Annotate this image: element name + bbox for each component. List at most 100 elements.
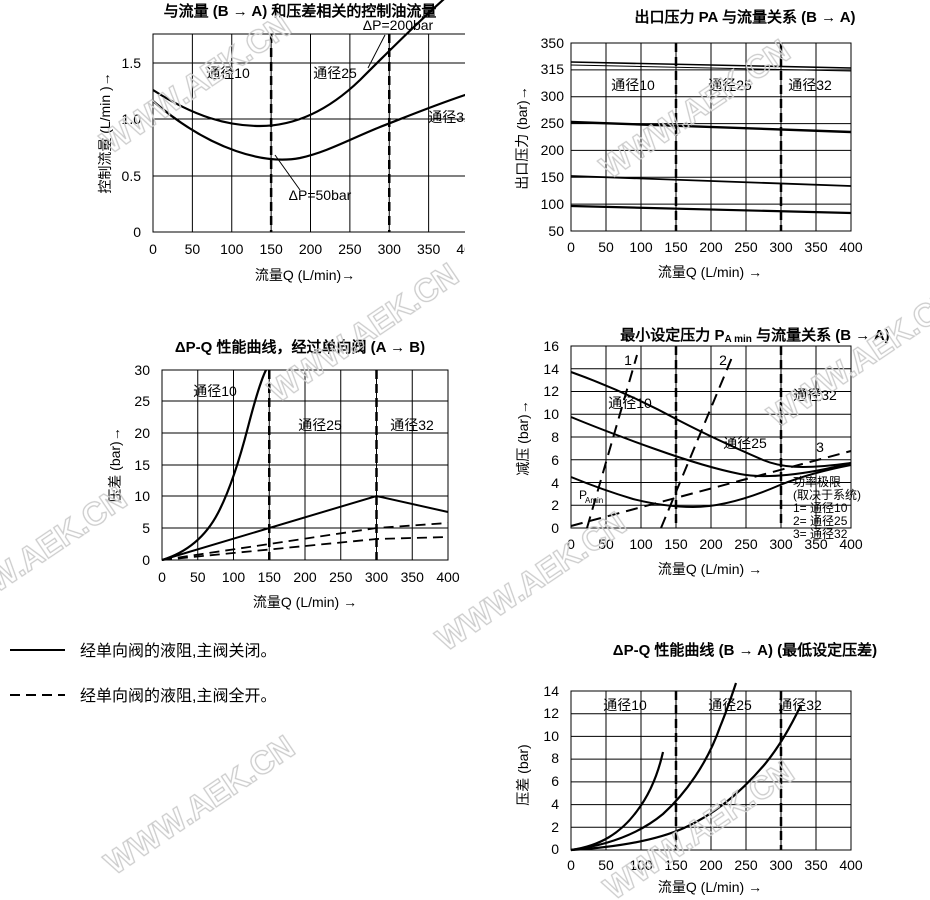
svg-text:ΔP-Q 性能曲线，经过单向阀 (A → B): ΔP-Q 性能曲线，经过单向阀 (A → B) xyxy=(175,338,425,356)
svg-text:10: 10 xyxy=(543,728,559,744)
svg-text:50: 50 xyxy=(598,857,614,873)
svg-text:通径32: 通径32 xyxy=(428,109,465,125)
svg-text:流量Q (L/min) →: 流量Q (L/min) → xyxy=(658,264,762,280)
svg-text:3= 通径32: 3= 通径32 xyxy=(793,527,848,541)
svg-text:2: 2 xyxy=(551,497,559,513)
svg-text:ΔP=50bar: ΔP=50bar xyxy=(289,187,352,203)
svg-text:控制流量 (L/min )→: 控制流量 (L/min )→ xyxy=(97,72,113,193)
svg-text:250: 250 xyxy=(734,536,758,552)
svg-text:200: 200 xyxy=(293,569,317,585)
svg-text:0: 0 xyxy=(567,857,575,873)
svg-text:100: 100 xyxy=(629,239,653,255)
svg-text:4: 4 xyxy=(551,475,559,491)
svg-text:8: 8 xyxy=(551,750,559,766)
svg-text:通径32: 通径32 xyxy=(788,77,832,93)
svg-text:最小设定压力 PA min 与流量关系 (B → A): 最小设定压力 PA min 与流量关系 (B → A) xyxy=(620,326,889,345)
svg-text:Amin: Amin xyxy=(585,496,603,505)
svg-text:3: 3 xyxy=(816,439,824,455)
svg-text:减压 (bar)→: 减压 (bar)→ xyxy=(515,400,531,475)
svg-text:50: 50 xyxy=(548,223,564,239)
svg-text:6: 6 xyxy=(551,452,559,468)
svg-text:12: 12 xyxy=(543,705,559,721)
svg-text:150: 150 xyxy=(541,169,565,185)
svg-text:ΔP-Q 性能曲线 (B → A) (最低设定压差): ΔP-Q 性能曲线 (B → A) (最低设定压差) xyxy=(613,641,877,659)
svg-text:350: 350 xyxy=(541,35,565,51)
svg-text:流量Q (L/min) →: 流量Q (L/min) → xyxy=(253,594,357,610)
svg-text:250: 250 xyxy=(734,857,758,873)
svg-text:100: 100 xyxy=(541,196,565,212)
svg-text:400: 400 xyxy=(839,857,863,873)
svg-text:出口压力 (bar)→: 出口压力 (bar)→ xyxy=(514,86,530,189)
svg-text:200: 200 xyxy=(699,857,723,873)
svg-text:50: 50 xyxy=(185,241,201,257)
svg-text:通径25: 通径25 xyxy=(723,435,767,451)
svg-text:14: 14 xyxy=(543,683,559,699)
svg-text:16: 16 xyxy=(543,338,559,354)
svg-text:50: 50 xyxy=(598,239,614,255)
svg-text:通径10: 通径10 xyxy=(611,77,655,93)
svg-text:8: 8 xyxy=(551,429,559,445)
svg-text:0: 0 xyxy=(133,224,141,240)
svg-text:25: 25 xyxy=(134,393,150,409)
svg-text:150: 150 xyxy=(259,241,283,257)
svg-text:200: 200 xyxy=(699,536,723,552)
svg-text:250: 250 xyxy=(734,239,758,255)
svg-text:通径32: 通径32 xyxy=(778,697,822,713)
svg-text:经单向阀的液阻,主阀全开。: 经单向阀的液阻,主阀全开。 xyxy=(80,687,276,705)
svg-text:0.5: 0.5 xyxy=(122,168,142,184)
svg-text:0: 0 xyxy=(567,536,575,552)
svg-text:250: 250 xyxy=(541,115,565,131)
svg-text:1.5: 1.5 xyxy=(122,55,142,71)
svg-text:300: 300 xyxy=(769,239,793,255)
svg-text:30: 30 xyxy=(134,362,150,378)
svg-text:12: 12 xyxy=(543,383,559,399)
svg-text:ΔP=200bar: ΔP=200bar xyxy=(363,17,434,33)
svg-text:150: 150 xyxy=(258,569,282,585)
svg-text:(取决于系统): (取决于系统) xyxy=(793,488,861,502)
svg-text:400: 400 xyxy=(456,241,465,257)
svg-text:0: 0 xyxy=(142,552,150,568)
svg-text:通径10: 通径10 xyxy=(193,383,237,399)
svg-text:流量Q (L/min) →: 流量Q (L/min) → xyxy=(658,561,762,577)
svg-text:通径32: 通径32 xyxy=(793,387,837,403)
svg-text:20: 20 xyxy=(134,425,150,441)
svg-text:经单向阀的液阻,主阀关闭。: 经单向阀的液阻,主阀关闭。 xyxy=(80,642,276,660)
svg-text:150: 150 xyxy=(664,239,688,255)
svg-text:功率极限: 功率极限 xyxy=(793,474,841,489)
svg-text:14: 14 xyxy=(543,361,559,377)
svg-text:150: 150 xyxy=(664,857,688,873)
svg-text:50: 50 xyxy=(190,569,206,585)
svg-text:315: 315 xyxy=(541,61,565,77)
svg-text:10: 10 xyxy=(543,406,559,422)
svg-text:0: 0 xyxy=(551,520,559,536)
svg-text:0: 0 xyxy=(158,569,166,585)
svg-text:100: 100 xyxy=(222,569,246,585)
svg-text:通径25: 通径25 xyxy=(708,697,752,713)
svg-text:200: 200 xyxy=(541,142,565,158)
svg-text:250: 250 xyxy=(329,569,353,585)
svg-text:流量Q (L/min)→: 流量Q (L/min)→ xyxy=(255,267,355,283)
svg-text:350: 350 xyxy=(417,241,441,257)
svg-text:300: 300 xyxy=(365,569,389,585)
svg-text:350: 350 xyxy=(401,569,425,585)
svg-text:1: 1 xyxy=(624,352,632,368)
svg-text:250: 250 xyxy=(338,241,362,257)
svg-text:0: 0 xyxy=(551,841,559,857)
svg-text:压差 (bar): 压差 (bar) xyxy=(515,744,531,805)
svg-text:通径10: 通径10 xyxy=(206,65,250,81)
svg-text:300: 300 xyxy=(769,536,793,552)
svg-text:100: 100 xyxy=(629,536,653,552)
svg-text:10: 10 xyxy=(134,488,150,504)
svg-text:15: 15 xyxy=(134,457,150,473)
svg-text:350: 350 xyxy=(804,857,828,873)
svg-text:通径10: 通径10 xyxy=(608,395,652,411)
svg-text:200: 200 xyxy=(299,241,323,257)
svg-text:0: 0 xyxy=(149,241,157,257)
svg-text:2= 通径25: 2= 通径25 xyxy=(793,514,848,528)
svg-text:通径10: 通径10 xyxy=(603,697,647,713)
svg-text:5: 5 xyxy=(142,520,150,536)
svg-text:150: 150 xyxy=(664,536,688,552)
svg-text:2: 2 xyxy=(719,352,727,368)
svg-text:通径25: 通径25 xyxy=(708,77,752,93)
svg-text:流量Q (L/min) →: 流量Q (L/min) → xyxy=(658,879,762,895)
